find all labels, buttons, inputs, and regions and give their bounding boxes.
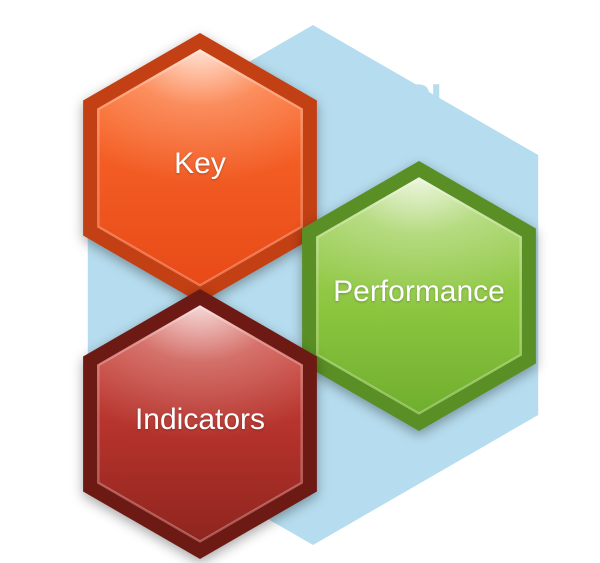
- hex-node-indicators: [65, 289, 335, 559]
- kpi-diagram: KPI Key: [0, 0, 600, 563]
